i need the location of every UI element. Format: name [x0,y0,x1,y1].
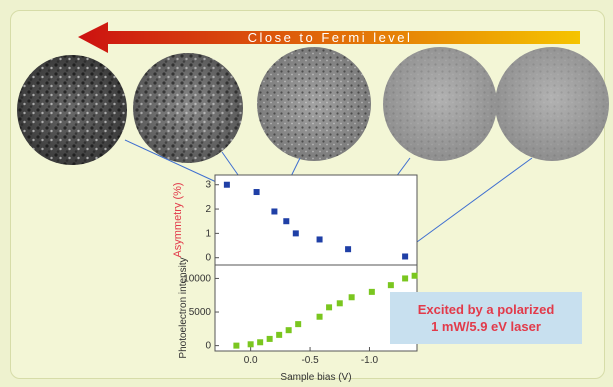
intensity-point [348,294,355,301]
intensity-point [247,341,254,348]
fermi-arrow-label: Close to Fermi level [248,30,413,45]
asymmetry-point [271,208,278,215]
asymmetry-point [223,181,230,188]
intensity-point [326,304,333,311]
laser-annotation: Excited by a polarized 1 mW/5.9 eV laser [390,292,582,344]
chart1-ytick-label: 1 [205,228,211,239]
chart2-xtick-label: -1.0 [361,355,379,366]
asymmetry-point [253,189,260,196]
intensity-point [336,300,343,307]
intensity-point [295,321,302,328]
chart2-xtick-label: -0.5 [301,355,319,366]
connector-1 [124,139,226,187]
pattern-image-2 [133,53,243,163]
chart1-ytick-label: 0 [205,253,211,264]
intensity-point [233,342,240,349]
laser-annotation-line-1: Excited by a polarized [417,302,555,317]
chart2-xtick-label: 0.0 [244,355,258,366]
fermi-arrow [78,22,580,53]
pattern-image-1 [17,55,127,165]
asymmetry-axis-title: Asymmetry (%) [172,182,184,257]
intensity-axis-title: Photoelectron intensity [178,257,189,358]
asymmetry-point [402,253,409,260]
intensity-point [411,272,418,279]
chart-layer: 0 1 2 3 0 5000 10000 0.0 -0.5 -1.0 [183,180,418,366]
connector-5 [405,157,533,251]
intensity-point [316,313,323,320]
intensity-point [402,275,409,282]
pattern-image-4 [383,47,497,161]
laser-annotation-line-2: 1 mW/5.9 eV laser [431,319,541,334]
intensity-plot-frame [214,264,418,352]
asymmetry-plot-frame [214,174,418,266]
asymmetry-point [283,218,290,225]
intensity-point [266,335,273,342]
intensity-point [387,282,394,289]
asymmetry-point [292,230,299,237]
x-axis-title: Sample bias (V) [280,372,351,383]
pattern-image-3 [257,47,371,161]
chart1-ytick-label: 2 [205,204,211,215]
asymmetry-point [316,236,323,243]
intensity-point [368,288,375,295]
chart2-ytick-label: 10000 [183,273,211,284]
intensity-point [285,327,292,334]
chart2-ytick-label: 0 [205,341,211,352]
chart1-ytick-label: 3 [205,180,211,191]
intensity-point [257,339,264,346]
chart2-ytick-label: 5000 [189,307,212,318]
asymmetry-point [345,246,352,253]
pattern-image-5 [495,47,609,161]
intensity-point [276,331,283,338]
